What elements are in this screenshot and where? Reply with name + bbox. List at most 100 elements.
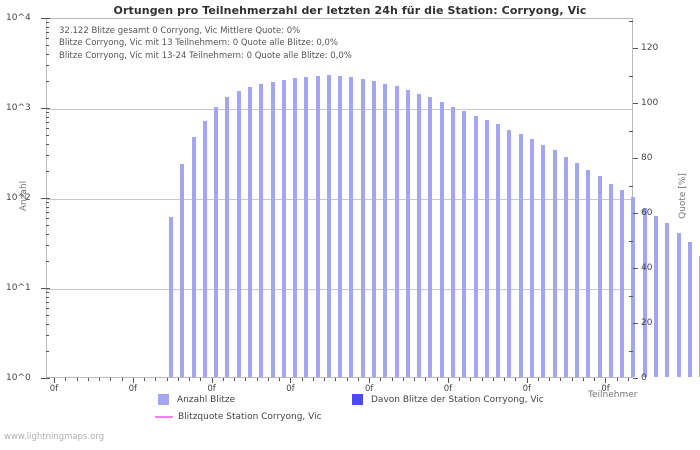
x-axis-tick-label: 0f [601,384,610,394]
bar [383,84,388,377]
x-axis-tick [256,378,258,381]
y2-axis-tick [633,48,638,50]
x-axis-tick [459,378,460,381]
y2-axis-title: Quote [%] [678,173,688,219]
y-axis-tick-label: 10^1 [6,283,31,293]
y-axis-tick [41,108,46,109]
bar [608,183,613,377]
legend-item-anzahl-blitze[interactable]: Anzahl Blitze [158,394,235,405]
bar [631,197,636,377]
y2-axis-minor-tick [629,130,633,132]
y-axis-minor-tick [46,170,49,172]
bar [575,162,580,377]
y-axis-minor-tick [46,127,49,129]
y-axis-tick-inner [46,288,50,289]
x-axis-tick [582,378,584,381]
bar [360,78,365,377]
y-axis-minor-tick [46,225,49,227]
bar [236,91,241,377]
x-axis-tick [290,378,292,383]
x-axis-tick [357,378,359,381]
x-axis-tick [481,378,483,381]
y-axis-tick-inner [46,18,50,19]
x-axis-tick-label: 0f [207,384,216,394]
bar [304,77,309,377]
x-axis-tick-label: 0f [128,384,137,394]
legend-item-blitzquote[interactable]: Blitzquote Station Corryong, Vic [155,412,322,422]
x-axis-tick [110,378,112,381]
y-axis-minor-tick [46,292,49,294]
bar [676,232,681,377]
bar [462,111,467,377]
x-axis-tick [54,378,55,383]
legend-swatch-davon-blitze [352,394,363,405]
y-axis-minor-tick [46,245,49,247]
y-axis-tick-inner [46,108,50,109]
y2-axis-tick [633,103,638,105]
x-axis-tick [380,378,382,381]
y-axis-minor-tick [46,155,49,157]
x-axis-tick-label: 0f [522,384,531,394]
legend-item-davon-blitze[interactable]: Davon Blitze der Station Corryong, Vic [352,394,544,405]
plot-area: 32.122 Blitze gesamt 0 Corryong, Vic Mit… [46,18,700,378]
y-axis-minor-tick [46,31,49,33]
bar [259,84,264,377]
y2-axis-tick-label: 120 [641,43,659,54]
y-axis-minor-tick [46,65,49,67]
bar [439,101,444,377]
x-axis-tick [132,378,134,383]
y-axis-minor-tick [46,335,49,337]
bar [665,222,670,377]
x-axis-tick [301,378,303,381]
x-axis-tick [571,378,573,381]
x-axis-tick [312,378,314,381]
bar [338,76,343,377]
annotation-line-2: Blitze Corryong, Vic mit 13 Teilnehmern:… [59,38,338,49]
annotation-line-1: 32.122 Blitze gesamt 0 Corryong, Vic Mit… [59,26,301,36]
bar [180,164,185,377]
y2-axis-tick-label: 0 [641,373,647,383]
x-axis-tick [549,378,550,381]
legend-line-blitzquote [155,416,173,418]
bar [405,89,410,377]
y2-axis-tick-label: 80 [641,153,653,164]
x-axis-tick [627,378,629,381]
y-axis-minor-tick [46,206,49,208]
x-axis-tick [594,378,595,381]
x-axis-tick [144,378,145,381]
x-axis-tick [425,378,427,381]
bar [586,169,591,377]
x-axis-tick [335,378,337,381]
x-axis-tick [200,378,202,381]
x-axis-tick [492,378,494,381]
bar [326,75,331,377]
y-axis-tick-label: 10^3 [6,103,31,113]
y-axis-minor-tick [46,22,49,24]
y-axis-minor-tick [46,53,49,55]
bar [473,115,478,377]
bar [293,78,298,377]
x-axis-tick [76,378,78,381]
y-axis-minor-tick [46,202,49,204]
bar [642,208,647,377]
x-axis-tick [470,378,472,381]
x-axis-tick [65,378,67,381]
x-axis-tick-label: 0f [364,384,374,394]
x-axis-tick [504,378,505,381]
bar [315,76,320,377]
y2-axis-minor-tick [629,295,633,297]
y-axis-minor-tick [46,323,49,325]
y-axis-minor-tick [46,135,49,137]
y2-axis-tick-label: 100 [641,98,659,109]
x-axis-tick [346,378,348,381]
bar [417,93,422,377]
y-axis-minor-tick [46,143,49,145]
y2-axis-tick-label: 60 [641,208,653,219]
bar-series [47,19,700,377]
bar [529,139,534,377]
y-axis-minor-tick [46,315,49,317]
bar [214,107,219,377]
y-axis-minor-tick [46,211,49,213]
x-axis-tick [369,378,370,383]
